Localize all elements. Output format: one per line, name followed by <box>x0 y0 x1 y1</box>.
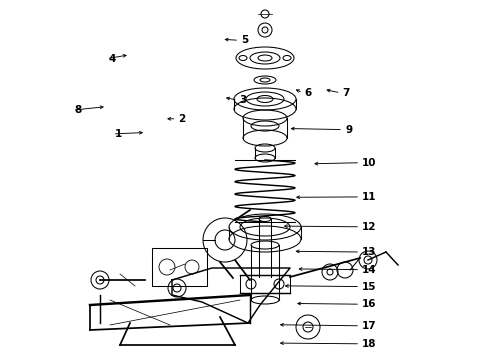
Text: 14: 14 <box>362 265 377 275</box>
Text: 4: 4 <box>109 54 116 64</box>
Text: 3: 3 <box>240 95 247 105</box>
Text: 5: 5 <box>241 35 248 45</box>
Text: 9: 9 <box>345 125 352 135</box>
Text: 18: 18 <box>362 339 377 349</box>
Text: 10: 10 <box>362 158 377 168</box>
Text: 8: 8 <box>74 105 82 115</box>
Text: 11: 11 <box>362 192 377 202</box>
Text: 15: 15 <box>362 282 377 292</box>
Text: 7: 7 <box>343 88 350 98</box>
Text: 6: 6 <box>305 88 312 98</box>
Text: 17: 17 <box>362 321 377 331</box>
Text: 16: 16 <box>362 299 377 309</box>
Text: 12: 12 <box>362 222 377 232</box>
Text: 2: 2 <box>178 114 186 124</box>
Text: 1: 1 <box>115 129 122 139</box>
Text: 13: 13 <box>362 247 377 257</box>
